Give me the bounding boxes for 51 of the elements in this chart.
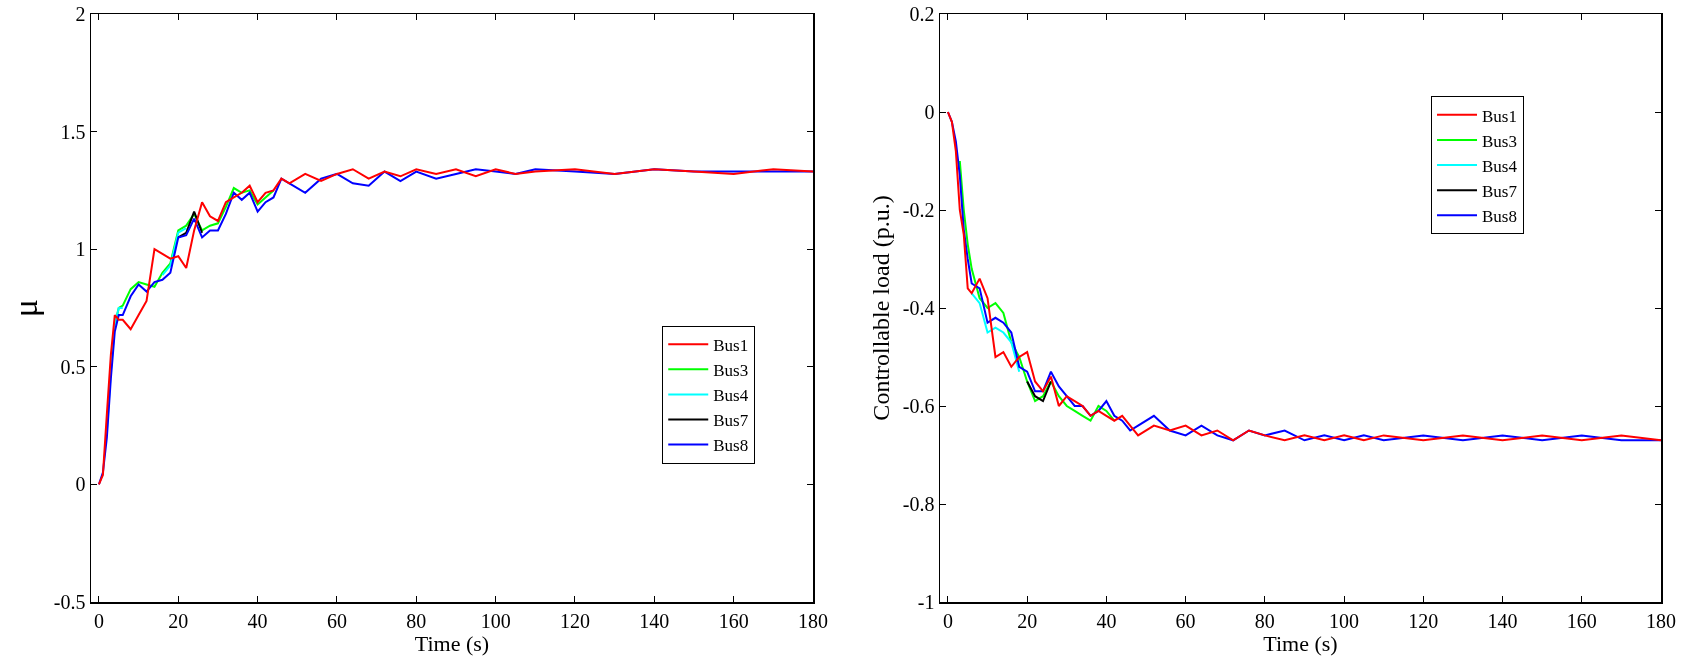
legend-label: Bus4 — [713, 386, 749, 406]
legend-label: Bus3 — [1482, 131, 1517, 151]
x-tick-label: 160 — [718, 609, 749, 632]
y-tick-label: -0.2 — [902, 199, 935, 221]
line-series — [958, 160, 1116, 422]
x-tick-label: 80 — [1254, 609, 1275, 632]
y-tick-label: -0.6 — [902, 395, 935, 417]
y-tick-label: 2 — [75, 3, 86, 25]
legend-label: Bus4 — [1482, 156, 1518, 176]
x-tick-label: 40 — [1096, 609, 1117, 632]
x-tick-label: 60 — [326, 609, 347, 632]
x-tick-label: 140 — [1487, 609, 1518, 632]
legend-label: Bus3 — [713, 360, 749, 380]
y-axis-title: Controllable load (p.u.) — [868, 195, 895, 421]
x-axis-title: Time (s) — [1263, 631, 1338, 656]
x-tick-label: 20 — [168, 609, 189, 632]
x-tick-label: 120 — [1408, 609, 1439, 632]
x-tick-label: 160 — [1566, 609, 1597, 632]
x-tick-label: 60 — [1175, 609, 1196, 632]
x-tick-label: 20 — [1017, 609, 1038, 632]
x-tick-label: 120 — [559, 609, 590, 632]
line-series — [946, 111, 1661, 442]
legend-label: Bus1 — [713, 335, 749, 355]
x-tick-label: 140 — [639, 609, 670, 632]
legend-label: Bus7 — [1482, 181, 1518, 201]
y-tick-label: -0.5 — [53, 591, 86, 613]
y-tick-label: 1 — [75, 238, 86, 261]
x-tick-label: 180 — [798, 609, 828, 632]
x-tick-label: 0 — [942, 609, 953, 632]
x-tick-label: 80 — [406, 609, 427, 632]
y-tick-label: -0.8 — [902, 493, 935, 515]
y-axis-title: μ — [6, 298, 44, 318]
y-tick-label: 1.5 — [60, 120, 86, 143]
x-tick-label: 100 — [480, 609, 511, 632]
line-series — [97, 168, 813, 486]
x-tick-label: 0 — [93, 609, 104, 632]
legend-label: Bus8 — [1482, 206, 1517, 226]
x-tick-label: 100 — [1329, 609, 1360, 632]
legend-label: Bus8 — [713, 436, 749, 456]
y-tick-label: 0.2 — [909, 3, 935, 25]
y-tick-label: 0 — [924, 101, 935, 123]
y-tick-label: 0 — [75, 473, 86, 496]
legend-label: Bus1 — [1482, 106, 1517, 126]
y-tick-label: 0.5 — [60, 355, 86, 378]
x-tick-label: 180 — [1646, 609, 1676, 632]
x-axis-title: Time (s) — [414, 631, 490, 656]
x-tick-label: 40 — [247, 609, 268, 632]
y-tick-label: -1 — [917, 591, 935, 613]
line-series — [970, 292, 1021, 373]
legend-label: Bus7 — [713, 411, 749, 431]
y-tick-label: -0.4 — [902, 297, 935, 319]
